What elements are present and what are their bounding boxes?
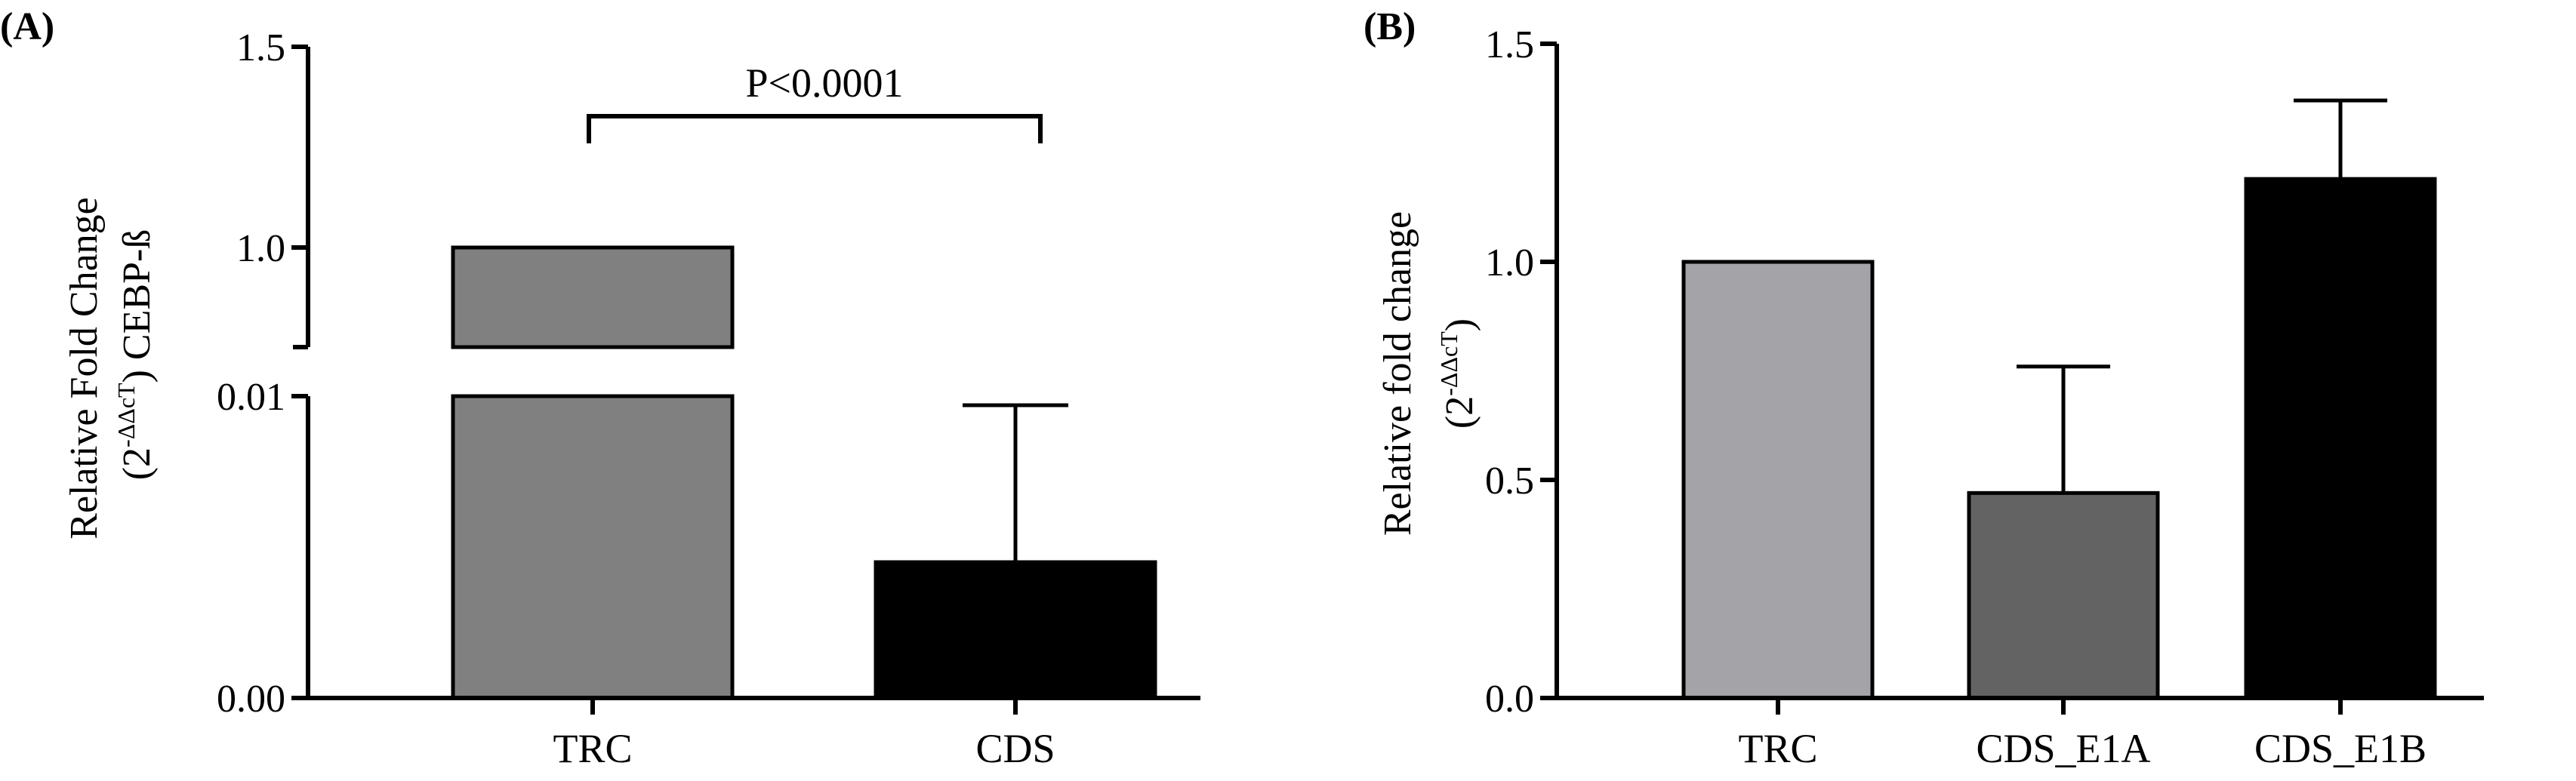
- panel-b-ylabel-sup: -ΔΔcT: [1435, 331, 1462, 396]
- panel-a-ylabel-line2: (2-ΔΔcT) CEBP-ß: [112, 229, 159, 481]
- panel-b-ylabel-post: ): [1438, 318, 1481, 331]
- panel-b-label: (B): [1363, 5, 1416, 48]
- panel-b-ylabel-line2: (2-ΔΔcT): [1435, 318, 1481, 429]
- y-tick-label: 1.0: [1485, 241, 1534, 284]
- significance-bracket: P<0.0001: [587, 60, 1043, 143]
- y-tick-label: 1.5: [236, 26, 285, 69]
- panel-b-ylabel-line1: Relative fold change: [1376, 211, 1419, 536]
- x-tick-label-trc: TRC: [553, 726, 632, 771]
- y-tick-label: 1.5: [1485, 23, 1534, 66]
- significance-label: P<0.0001: [746, 60, 904, 106]
- bar-cds-e1b: [2244, 177, 2437, 700]
- panel-a-ylabel-post: ) CEBP-ß: [116, 229, 159, 383]
- panel-a-ylabel-pre: (2: [116, 447, 159, 480]
- bar-cds-e1a: [1967, 490, 2160, 700]
- x-tick-label-cds-e1b: CDS_E1B: [2254, 726, 2427, 771]
- panel-a: (A) Relative Fold Change (2-ΔΔcT) CEBP-ß…: [0, 5, 1200, 771]
- y-tick-label: 0.5: [1485, 460, 1534, 503]
- panel-a-label: (A): [0, 5, 54, 48]
- y-tick-label: 0.0: [1485, 678, 1534, 721]
- y-tick-label: 0.01: [217, 376, 285, 419]
- panel-b: (B) Relative fold change (2-ΔΔcT) 0.0 0.5…: [1363, 5, 2484, 771]
- x-tick-label-cds-e1a: CDS_E1A: [1976, 726, 2150, 771]
- panel-a-ylabel-line1: Relative Fold Change: [63, 197, 106, 539]
- y-tick-label: 1.0: [236, 227, 285, 270]
- panel-b-ylabel-pre: (2: [1438, 396, 1481, 429]
- bar-cds: [874, 560, 1157, 700]
- x-tick-label-cds: CDS: [975, 726, 1055, 771]
- bar-trc-lower: [451, 394, 735, 700]
- x-tick-label-trc: TRC: [1738, 726, 1817, 771]
- bar-trc-upper: [451, 245, 735, 349]
- bar-trc: [1681, 260, 1875, 700]
- panel-a-ylabel-sup: -ΔΔcT: [112, 383, 140, 447]
- y-tick-label: 0.00: [217, 678, 285, 721]
